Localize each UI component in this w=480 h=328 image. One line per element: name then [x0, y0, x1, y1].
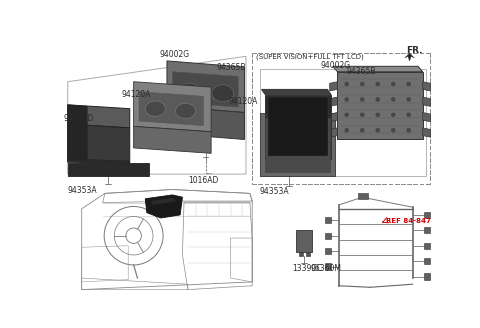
Text: FR.: FR. [407, 46, 423, 54]
Polygon shape [330, 128, 337, 137]
Polygon shape [133, 82, 211, 132]
Text: 1339CC: 1339CC [292, 264, 323, 273]
Circle shape [376, 97, 380, 101]
Text: 94360D: 94360D [64, 114, 94, 123]
Circle shape [407, 97, 411, 101]
Circle shape [376, 113, 380, 117]
Circle shape [376, 128, 380, 132]
Polygon shape [337, 72, 423, 139]
Text: 94365B: 94365B [216, 63, 246, 72]
Polygon shape [265, 95, 331, 159]
Polygon shape [330, 97, 337, 106]
Polygon shape [424, 274, 431, 279]
Polygon shape [424, 258, 431, 264]
Ellipse shape [212, 85, 234, 102]
Text: 94002G: 94002G [160, 50, 190, 59]
Text: 94002G: 94002G [320, 61, 350, 70]
Polygon shape [133, 126, 211, 153]
Polygon shape [325, 248, 331, 254]
Polygon shape [139, 92, 204, 126]
Polygon shape [172, 72, 238, 107]
Circle shape [407, 128, 411, 132]
Circle shape [391, 113, 395, 117]
Ellipse shape [179, 83, 200, 100]
Circle shape [360, 97, 364, 101]
Polygon shape [68, 159, 130, 164]
Polygon shape [262, 90, 331, 95]
Polygon shape [325, 217, 331, 223]
Polygon shape [359, 194, 369, 199]
Circle shape [345, 113, 348, 117]
Text: REF 84-847: REF 84-847 [385, 218, 431, 224]
Polygon shape [68, 124, 130, 163]
Polygon shape [265, 118, 330, 172]
Text: 94120A: 94120A [228, 97, 258, 106]
Polygon shape [68, 105, 130, 128]
Polygon shape [296, 230, 312, 252]
Circle shape [360, 82, 364, 86]
Polygon shape [306, 252, 310, 256]
Text: 94120A: 94120A [122, 90, 151, 99]
Polygon shape [405, 53, 414, 61]
Polygon shape [333, 66, 423, 72]
Circle shape [391, 128, 395, 132]
Circle shape [345, 128, 348, 132]
Circle shape [345, 82, 348, 86]
Polygon shape [68, 105, 87, 163]
Circle shape [345, 97, 348, 101]
Text: 1016AD: 1016AD [188, 176, 218, 185]
Ellipse shape [145, 101, 166, 116]
Circle shape [376, 82, 380, 86]
Text: 94353A: 94353A [260, 187, 289, 196]
Text: 94365B: 94365B [347, 67, 376, 76]
Polygon shape [424, 212, 431, 218]
Polygon shape [325, 233, 331, 239]
Circle shape [360, 113, 364, 117]
Polygon shape [424, 243, 431, 249]
Polygon shape [325, 263, 331, 270]
Text: (SUPER VISION+FULL TFT LCD): (SUPER VISION+FULL TFT LCD) [256, 53, 364, 60]
Ellipse shape [176, 103, 196, 119]
Circle shape [391, 97, 395, 101]
Polygon shape [424, 227, 431, 234]
Text: 94353A: 94353A [68, 186, 97, 195]
Polygon shape [423, 128, 431, 137]
Polygon shape [152, 198, 176, 205]
Text: 96360M: 96360M [311, 264, 341, 273]
Polygon shape [268, 97, 328, 155]
Circle shape [391, 82, 395, 86]
Polygon shape [167, 61, 244, 113]
Polygon shape [330, 82, 337, 91]
Circle shape [407, 113, 411, 117]
Polygon shape [68, 163, 149, 176]
Polygon shape [145, 195, 182, 218]
Polygon shape [423, 82, 431, 91]
Polygon shape [260, 113, 335, 176]
Polygon shape [423, 97, 431, 106]
Polygon shape [423, 113, 431, 122]
Polygon shape [330, 113, 337, 122]
Circle shape [407, 82, 411, 86]
Polygon shape [299, 252, 302, 256]
Circle shape [360, 128, 364, 132]
Polygon shape [167, 106, 244, 139]
